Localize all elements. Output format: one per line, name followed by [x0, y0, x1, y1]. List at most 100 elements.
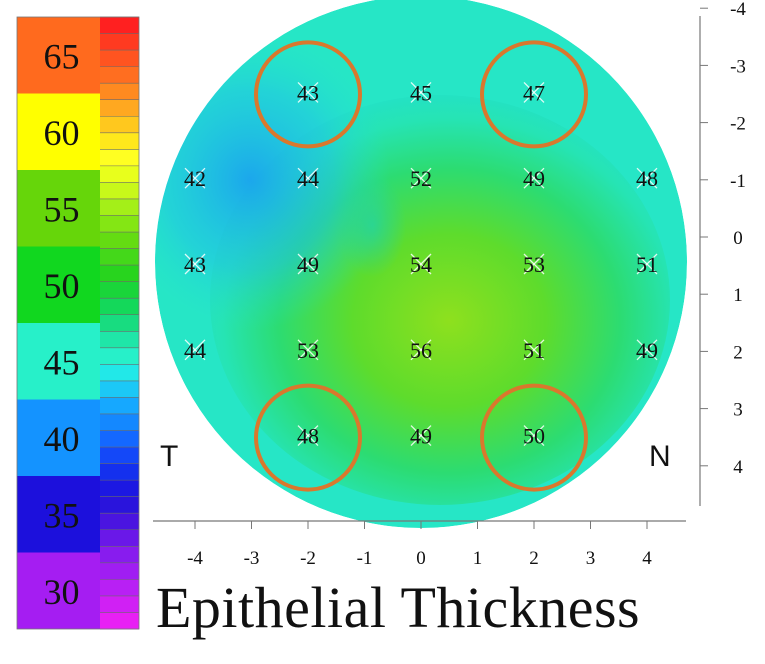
colorbar-fine-step	[100, 132, 139, 150]
colorbar-fine-step	[100, 430, 139, 448]
colorbar-fine-step	[100, 380, 139, 398]
x-tick-label: 1	[473, 548, 483, 569]
colorbar-fine-step	[100, 198, 139, 216]
point-value: 45	[410, 80, 432, 105]
point-marker	[636, 167, 658, 189]
point-value: 43	[297, 80, 319, 105]
point-value: 52	[410, 166, 432, 191]
point-marker	[523, 253, 545, 275]
nasal-label: N	[649, 440, 671, 473]
colorbar-fine-step	[100, 496, 139, 514]
colorbar-fine-step	[100, 248, 139, 266]
color-scale-bar: 65 60 55 50 45 40 35 30	[16, 16, 140, 630]
colorbar-fine-step	[100, 397, 139, 415]
colorbar-fine-step	[100, 265, 139, 283]
point-value: 56	[410, 338, 432, 363]
colorbar-fine-step	[100, 99, 139, 117]
point-marker	[297, 167, 319, 189]
colorbar-label: 50	[44, 266, 80, 306]
y-tick-label: -3	[730, 56, 746, 77]
y-tick-label: -2	[730, 114, 746, 135]
point-value: 44	[297, 166, 319, 191]
point-marker	[297, 339, 319, 361]
point-value: 49	[636, 338, 658, 363]
colorbar-fine-step	[100, 149, 139, 167]
chart-title: Epithelial Thickness	[156, 575, 641, 640]
y-tick-label: 3	[733, 400, 743, 421]
colorbar-segment	[17, 17, 100, 94]
x-tick-label: -4	[187, 548, 203, 569]
x-tick-label: -2	[300, 548, 316, 569]
colorbar-label: 40	[44, 419, 80, 459]
point-value: 51	[523, 338, 545, 363]
point-value: 48	[636, 166, 658, 191]
colorbar-fine-step	[100, 612, 139, 630]
colorbar-fine-step	[100, 331, 139, 349]
colorbar-fine-step	[100, 447, 139, 465]
point-value: 51	[636, 252, 658, 277]
colorbar-fine-step	[100, 281, 139, 299]
y-tick-label: 1	[733, 285, 743, 306]
colorbar-fine-step	[100, 116, 139, 134]
point-value: 44	[184, 338, 206, 363]
point-marker	[410, 339, 432, 361]
map-thin-zone	[155, 30, 390, 330]
y-tick-label: 4	[733, 457, 743, 478]
colorbar-fine-step	[100, 232, 139, 250]
highlight-circle	[254, 40, 362, 149]
y-tick-label: -4	[730, 0, 746, 20]
colorbar-label: 55	[44, 189, 80, 229]
colorbar-segment	[17, 246, 100, 323]
colorbar-fine-step	[100, 595, 139, 613]
highlight-circle	[480, 40, 588, 149]
y-tick-label: 0	[733, 228, 743, 249]
colorbar-fine-step	[100, 579, 139, 597]
temporal-label: T	[160, 440, 179, 473]
colorbar-fine-step	[100, 215, 139, 233]
colorbar-segment	[17, 399, 100, 476]
point-marker	[523, 167, 545, 189]
colorbar-fine-step	[100, 546, 139, 564]
point-marker	[297, 425, 319, 447]
x-tick-label: -1	[357, 548, 373, 569]
colorbar-segment	[17, 476, 100, 553]
colorbar-fine-step	[100, 66, 139, 84]
point-marker	[297, 81, 319, 103]
colorbar-fine-step	[100, 463, 139, 481]
point-value: 50	[523, 424, 545, 449]
colorbar-fine-step	[100, 347, 139, 365]
colorbar-label: 65	[44, 36, 80, 76]
colorbar-fine-step	[100, 314, 139, 332]
point-marker	[184, 339, 206, 361]
x-tick-label: 0	[416, 548, 426, 569]
colorbar-label: 30	[44, 572, 80, 612]
colorbar-label: 45	[44, 342, 80, 382]
point-marker	[523, 81, 545, 103]
colorbar-border	[16, 16, 140, 630]
point-value: 49	[297, 252, 319, 277]
y-tick-label: 2	[733, 342, 743, 363]
colorbar-fine-step	[100, 182, 139, 200]
colorbar-fine-step	[100, 364, 139, 382]
colorbar-fine-step	[100, 298, 139, 316]
point-marker	[410, 81, 432, 103]
point-marker	[184, 167, 206, 189]
colorbar-fine-step	[100, 50, 139, 68]
point-marker	[523, 339, 545, 361]
point-marker	[636, 253, 658, 275]
point-value: 43	[184, 252, 206, 277]
x-tick-label: 2	[529, 548, 539, 569]
point-value: 53	[297, 338, 319, 363]
x-tick-label: 4	[642, 548, 652, 569]
point-value: 49	[523, 166, 545, 191]
highlight-circle	[480, 383, 588, 492]
point-value: 54	[410, 252, 432, 277]
point-marker	[184, 253, 206, 275]
colorbar-label: 35	[44, 495, 80, 535]
colorbar-segment	[17, 93, 100, 170]
map-hollow-zone	[338, 173, 406, 277]
point-value: 49	[410, 424, 432, 449]
point-marker	[410, 253, 432, 275]
point-value: 42	[184, 166, 206, 191]
